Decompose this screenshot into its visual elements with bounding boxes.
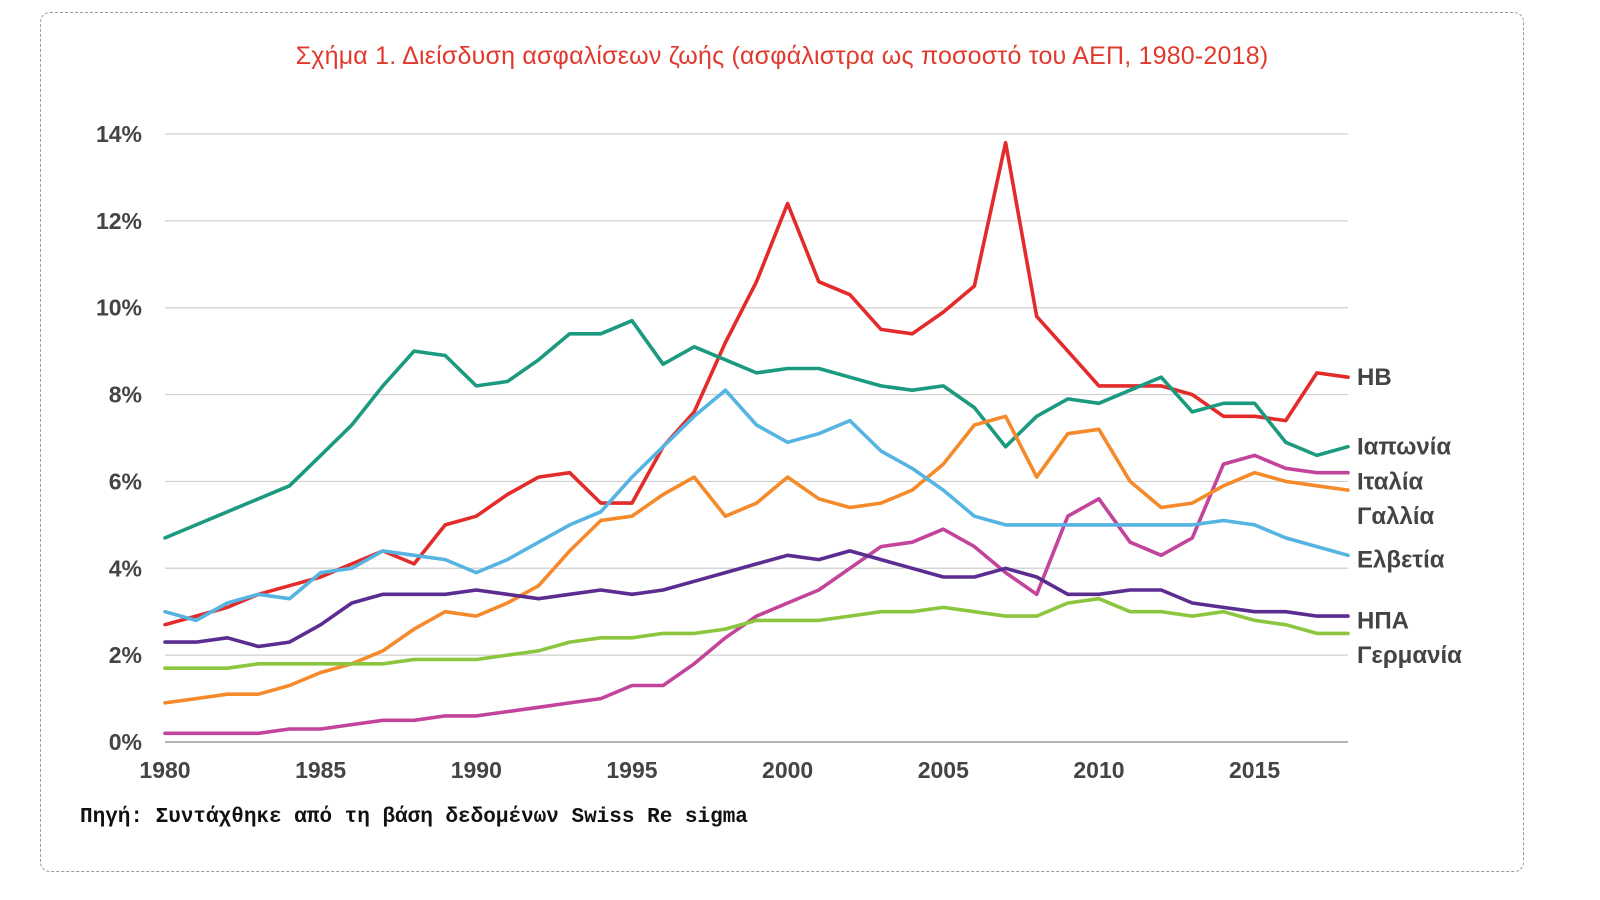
chart-frame [40, 12, 1524, 872]
series-line-5 [163, 388, 1350, 623]
series-label-1: ΗΒ [1357, 364, 1392, 391]
y-tick-label: 0% [109, 729, 142, 755]
series-labels: ΗΒ Ιαπωνία Ιταλία Γαλλία Ελβετία ΗΠΑ Γερμανία [1357, 364, 1462, 669]
x-tick-label: 2010 [1073, 757, 1124, 783]
y-tick-label: 8% [109, 382, 142, 408]
x-tick-label: 1980 [139, 757, 190, 783]
series-label-2: Ιαπωνία [1357, 434, 1451, 461]
y-axis-ticks: 0% 2% 4% 6% 8% 10% 12% 14% [96, 121, 142, 755]
series-line-1 [163, 140, 1350, 627]
y-tick-label: 10% [96, 295, 142, 321]
series-label-5: Ελβετία [1357, 547, 1445, 574]
series-line-6 [163, 549, 1350, 649]
x-tick-label: 1985 [295, 757, 346, 783]
gridlines [165, 133, 1348, 743]
x-tick-label: 2005 [918, 757, 969, 783]
x-tick-label: 1990 [451, 757, 502, 783]
y-tick-label: 14% [96, 121, 142, 147]
series-line-4 [163, 414, 1350, 705]
y-tick-label: 2% [109, 642, 142, 668]
series-label-3: Ιταλία [1357, 468, 1423, 495]
series-label-7: Γερμανία [1357, 642, 1462, 669]
y-tick-label: 4% [109, 555, 142, 581]
y-tick-label: 6% [109, 468, 142, 494]
series-label-6: ΗΠΑ [1357, 607, 1409, 634]
y-tick-label: 12% [96, 208, 142, 234]
source-note: Πηγή: Συντάχθηκε από τη βάση δεδομένων S… [80, 806, 748, 829]
series-line-3 [163, 453, 1350, 736]
x-tick-label: 1995 [606, 757, 657, 783]
chart-title: Σχήμα 1. Διείσδυση ασφαλίσεων ζωής (ασφά… [295, 42, 1269, 70]
series-line-7 [163, 596, 1350, 671]
x-tick-label: 2015 [1229, 757, 1280, 783]
series-label-4: Γαλλία [1357, 503, 1435, 530]
x-axis-ticks: 1980 1985 1990 1995 2000 2005 2010 2015 [139, 757, 1280, 783]
x-tick-label: 2000 [762, 757, 813, 783]
series-line-2 [163, 318, 1350, 540]
series-lines [163, 140, 1350, 736]
